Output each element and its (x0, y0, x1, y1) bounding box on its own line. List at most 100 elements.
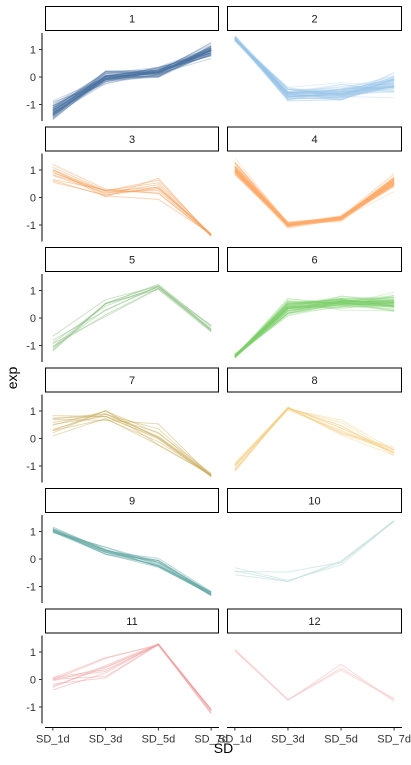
series-line (52, 163, 212, 236)
series-line (234, 37, 395, 98)
series-line (52, 52, 212, 115)
series-line (234, 165, 395, 224)
series-line (234, 301, 395, 357)
series-line (52, 47, 212, 117)
series-line (52, 532, 212, 597)
series-line (52, 49, 212, 111)
series-line (234, 300, 395, 356)
series-line (52, 166, 212, 236)
series-line (234, 297, 395, 356)
series-line (234, 40, 395, 97)
series-line (234, 298, 395, 357)
series-line (234, 37, 395, 97)
series-line (234, 294, 395, 359)
facet-strip-3 (45, 126, 219, 152)
series-line (234, 169, 395, 227)
series-line (234, 304, 395, 357)
series-line (234, 407, 395, 471)
series-line (234, 295, 395, 357)
series-line (234, 37, 395, 101)
series-line (234, 36, 395, 100)
series-line (234, 35, 395, 102)
series-line (234, 300, 395, 357)
series-line (234, 168, 395, 227)
series-line (234, 168, 395, 227)
series-line (234, 165, 395, 226)
series-line (234, 170, 395, 228)
series-line (52, 53, 212, 107)
series-line (234, 39, 395, 98)
series-line (234, 36, 395, 100)
series-line (234, 39, 395, 90)
series-lines-5 (52, 283, 212, 352)
x-tick-label: SD_5d (142, 734, 176, 746)
facet-panel-6: 6 (227, 247, 402, 359)
series-line (234, 166, 395, 226)
series-line (52, 529, 212, 593)
series-line (234, 295, 395, 357)
series-line (234, 38, 395, 88)
series-line (234, 300, 395, 357)
series-line (234, 39, 395, 93)
series-line (234, 36, 395, 94)
facet-strip-10 (227, 488, 402, 513)
series-line (234, 166, 395, 227)
series-line (234, 172, 395, 227)
series-lines-1 (52, 42, 212, 121)
series-line (234, 650, 395, 701)
facet-label-10: 10 (308, 496, 320, 508)
series-line (52, 52, 212, 116)
series-line (234, 170, 395, 225)
series-line (234, 169, 395, 224)
facet-label-3: 3 (129, 134, 135, 146)
series-line (234, 39, 395, 97)
series-line (234, 36, 395, 95)
series-line (234, 408, 395, 470)
series-line (52, 48, 212, 113)
facet-strip-12 (227, 608, 402, 634)
series-line (234, 171, 395, 230)
series-line (234, 409, 395, 466)
series-line (234, 302, 395, 358)
series-line (234, 39, 395, 94)
y-tick-label: 1 (30, 45, 36, 57)
series-line (234, 37, 395, 98)
series-line (234, 167, 395, 225)
series-line (234, 37, 395, 96)
series-line (234, 648, 395, 701)
series-lines-7 (52, 409, 212, 478)
series-line (234, 299, 395, 357)
series-line (52, 415, 212, 478)
series-line (52, 418, 212, 477)
series-line (52, 49, 212, 111)
series-line (52, 47, 212, 107)
series-line (52, 45, 212, 112)
series-line (234, 300, 395, 356)
series-line (234, 297, 395, 357)
series-line (234, 36, 395, 94)
series-line (234, 38, 395, 95)
y-tick-label: 1 (30, 527, 36, 539)
series-line (52, 530, 212, 594)
series-line (234, 408, 395, 467)
facet-panel-7: 7 -1 0 1 (26, 367, 219, 483)
series-line (52, 48, 212, 113)
series-line (234, 37, 395, 95)
series-line (52, 54, 212, 116)
series-line (234, 161, 395, 224)
series-line (52, 181, 212, 236)
series-line (52, 46, 212, 114)
series-line (234, 406, 395, 471)
y-tick-label: 1 (30, 406, 36, 418)
series-line (234, 169, 395, 226)
series-line (234, 167, 395, 224)
series-line (234, 303, 395, 357)
facet-panel-11: 11 -1 0 1 (26, 608, 219, 724)
y-tick-label: -1 (26, 220, 36, 232)
series-line (234, 302, 395, 357)
series-line (52, 50, 212, 115)
series-line (52, 644, 212, 710)
series-line (234, 38, 395, 98)
series-line (234, 299, 395, 357)
series-line (234, 301, 395, 356)
